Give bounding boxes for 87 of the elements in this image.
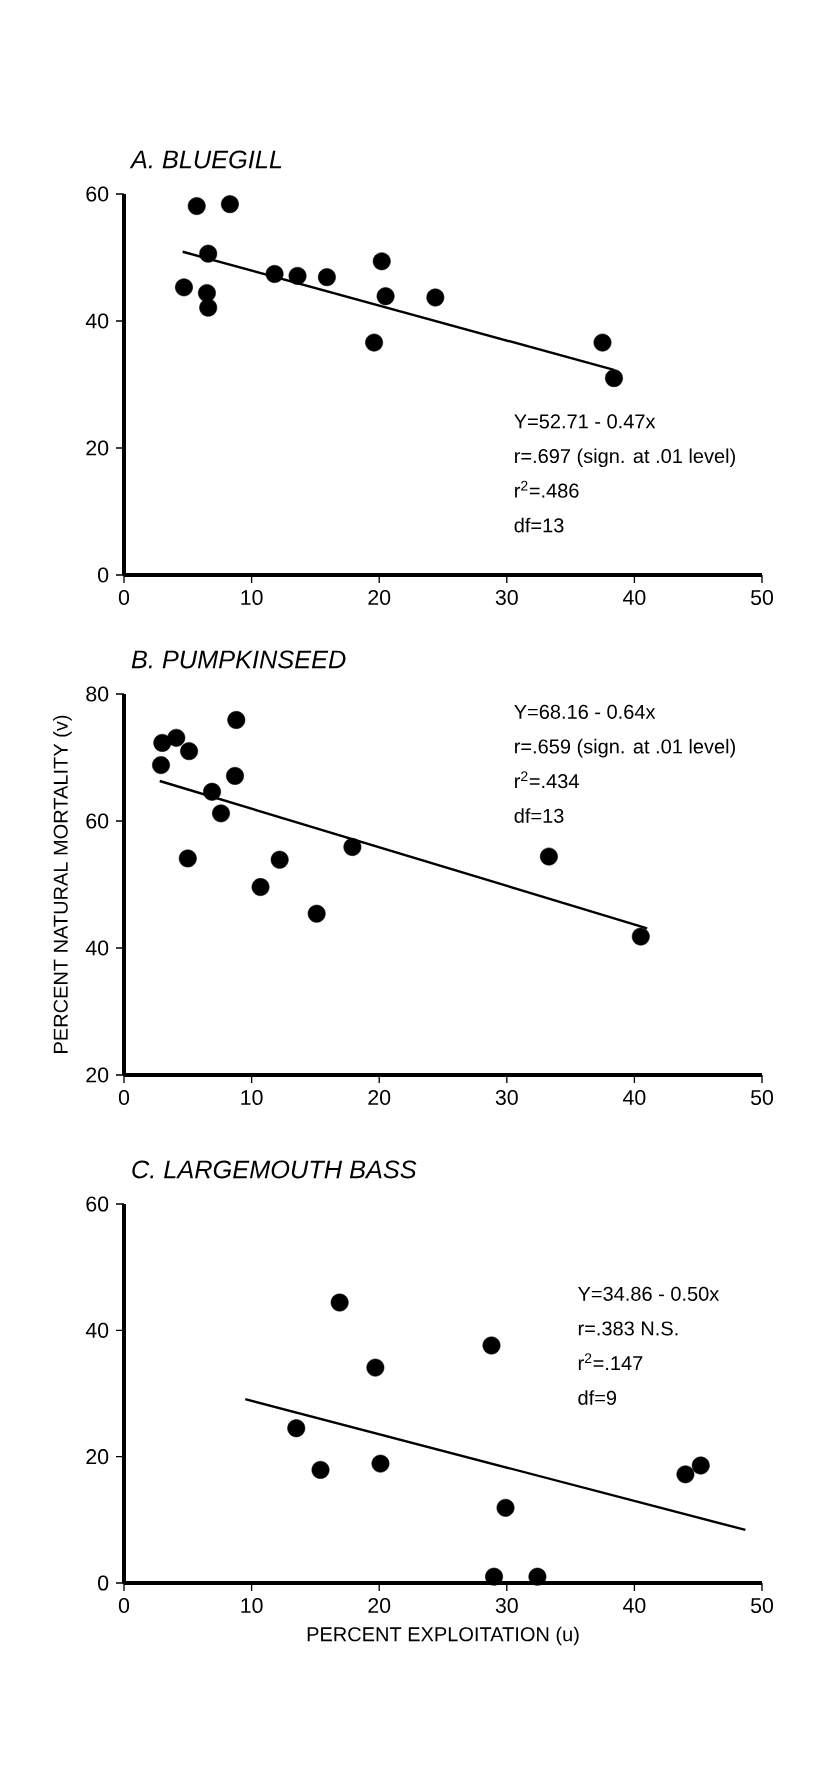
point xyxy=(676,1465,695,1484)
x-tick-label: 0 xyxy=(118,1597,130,1614)
point xyxy=(366,1358,385,1377)
point xyxy=(212,804,230,823)
point xyxy=(265,265,284,283)
annotation: r=.383 N.S. xyxy=(578,1321,678,1336)
x-tick-label: 10 xyxy=(241,1597,263,1614)
point xyxy=(178,849,197,868)
y-tick-label: 20 xyxy=(86,1067,109,1083)
annotation: df=13 xyxy=(514,517,564,533)
x-tick-label: 20 xyxy=(368,589,391,606)
y-tick-label: 0 xyxy=(98,1575,109,1591)
annotation: r$^{2}$=.147 xyxy=(578,1353,643,1371)
x-tick-label: 10 xyxy=(241,589,263,606)
annotation: r$^{2}$=.434 xyxy=(515,771,579,789)
annotation: r=.659 (sign. at .01 level) xyxy=(515,738,735,758)
point xyxy=(153,733,172,752)
point xyxy=(307,904,326,923)
point xyxy=(220,195,239,214)
point xyxy=(199,244,218,263)
point xyxy=(317,268,336,287)
x-tick-label: 20 xyxy=(368,1089,391,1106)
annotation: Y=52.71 - 0.47x xyxy=(514,414,656,429)
x-tick-label: 0 xyxy=(118,1089,130,1106)
point xyxy=(343,838,362,856)
y-tick-label: 60 xyxy=(86,1196,109,1212)
x-tick-label: 30 xyxy=(495,1597,518,1614)
x-tick-label: 40 xyxy=(623,1089,646,1106)
point xyxy=(288,266,307,285)
point xyxy=(167,728,186,747)
point xyxy=(226,766,244,785)
point xyxy=(251,878,270,896)
point xyxy=(175,278,193,297)
y-tick-label: 20 xyxy=(86,1449,109,1465)
y-tick-label: 60 xyxy=(86,186,109,202)
point xyxy=(593,333,612,352)
y-tick-label: 40 xyxy=(85,1322,109,1338)
annotation: Y=34.86 - 0.50x xyxy=(577,1286,720,1301)
annotation: Y=68.16 - 0.64x xyxy=(514,704,656,719)
point xyxy=(528,1567,547,1586)
y-tick-label: 40 xyxy=(85,313,109,329)
x-tick-label: 30 xyxy=(495,1089,518,1106)
y-tick-label: 20 xyxy=(86,440,109,456)
x-tick-label: 40 xyxy=(623,589,646,606)
point xyxy=(199,298,218,317)
chart-title: B. PUMPKINSEED xyxy=(131,650,346,669)
point xyxy=(311,1461,330,1479)
annotation: r$^{2}$=.486 xyxy=(515,480,579,498)
point xyxy=(203,782,221,801)
point xyxy=(152,756,170,775)
point xyxy=(482,1336,501,1355)
point xyxy=(485,1567,503,1586)
annotation: df=13 xyxy=(514,808,564,823)
point xyxy=(539,847,558,866)
x-tick-label: 10 xyxy=(241,1089,263,1106)
annotation: df=9 xyxy=(578,1390,617,1405)
point xyxy=(270,850,289,869)
point xyxy=(376,287,395,306)
x-tick-label: 40 xyxy=(623,1597,646,1614)
point xyxy=(365,333,384,352)
point xyxy=(372,252,391,271)
x-tick-label: 20 xyxy=(368,1597,391,1614)
y-axis-title: PERCENT NATURAL MORTALITY (v) xyxy=(53,715,72,1053)
y-tick-label: 60 xyxy=(86,813,109,829)
point xyxy=(180,742,199,761)
chart-title: C. LARGEMOUTH BASS xyxy=(132,1160,417,1179)
annotation: r=.697 (sign. at .01 level) xyxy=(515,448,735,468)
point xyxy=(287,1419,306,1438)
point xyxy=(371,1454,390,1473)
x-tick-label: 30 xyxy=(495,589,518,606)
point xyxy=(496,1498,515,1517)
x-tick-label: 50 xyxy=(750,1089,774,1106)
point xyxy=(330,1293,349,1312)
point xyxy=(426,288,445,307)
point xyxy=(631,927,650,946)
point xyxy=(691,1456,710,1475)
point xyxy=(227,711,246,729)
y-tick-label: 0 xyxy=(98,567,109,583)
y-tick-label: 80 xyxy=(86,686,109,702)
x-tick-label: 0 xyxy=(118,589,130,606)
point xyxy=(605,369,623,388)
chart-title: A. BLUEGILL xyxy=(129,150,282,169)
x-tick-label: 50 xyxy=(750,1597,774,1614)
point xyxy=(187,197,206,215)
x-tick-label: 50 xyxy=(750,589,774,606)
y-tick-label: 40 xyxy=(85,940,109,956)
x-axis-title: PERCENT EXPLOITATION (u) xyxy=(307,1626,579,1646)
